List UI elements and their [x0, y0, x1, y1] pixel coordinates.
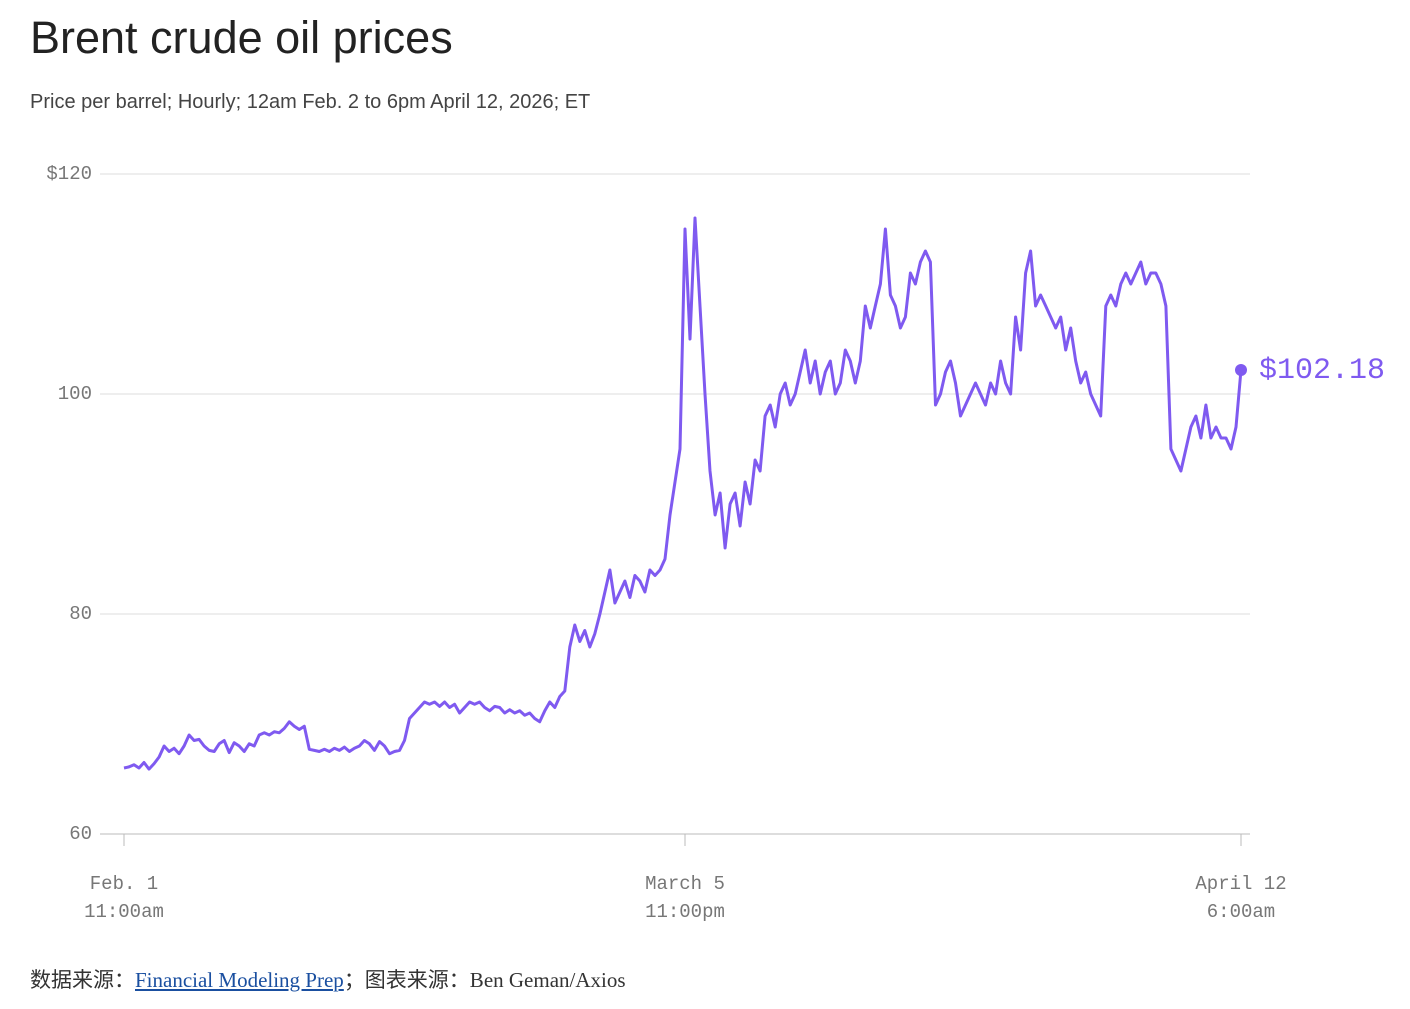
source: 数据来源：Financial Modeling Prep；图表来源：Ben Ge… — [30, 964, 626, 994]
end-point — [1235, 364, 1247, 377]
chart-subtitle: Price per barrel; Hourly; 12am Feb. 2 to… — [30, 91, 591, 113]
source-prefix: 数据来源： — [30, 968, 135, 992]
price-line — [123, 216, 1243, 771]
x-tick-label: Feb. 1 11:00am — [84, 873, 164, 923]
source-link[interactable]: Financial Modeling Prep — [135, 968, 344, 992]
chart-title: Brent crude oil prices — [30, 12, 453, 63]
source-suffix: ；图表来源：Ben Geman/Axios — [343, 968, 626, 992]
y-tick-label: $120 — [46, 163, 92, 185]
x-tick-label: March 5 11:00pm — [645, 873, 725, 923]
x-tick-label: April 12 6:00am — [1195, 873, 1287, 923]
value-label: $102.18 — [1259, 354, 1385, 388]
y-tick-label: 100 — [58, 383, 92, 405]
y-tick-label: 60 — [69, 823, 92, 845]
y-tick-label: 80 — [69, 603, 92, 625]
